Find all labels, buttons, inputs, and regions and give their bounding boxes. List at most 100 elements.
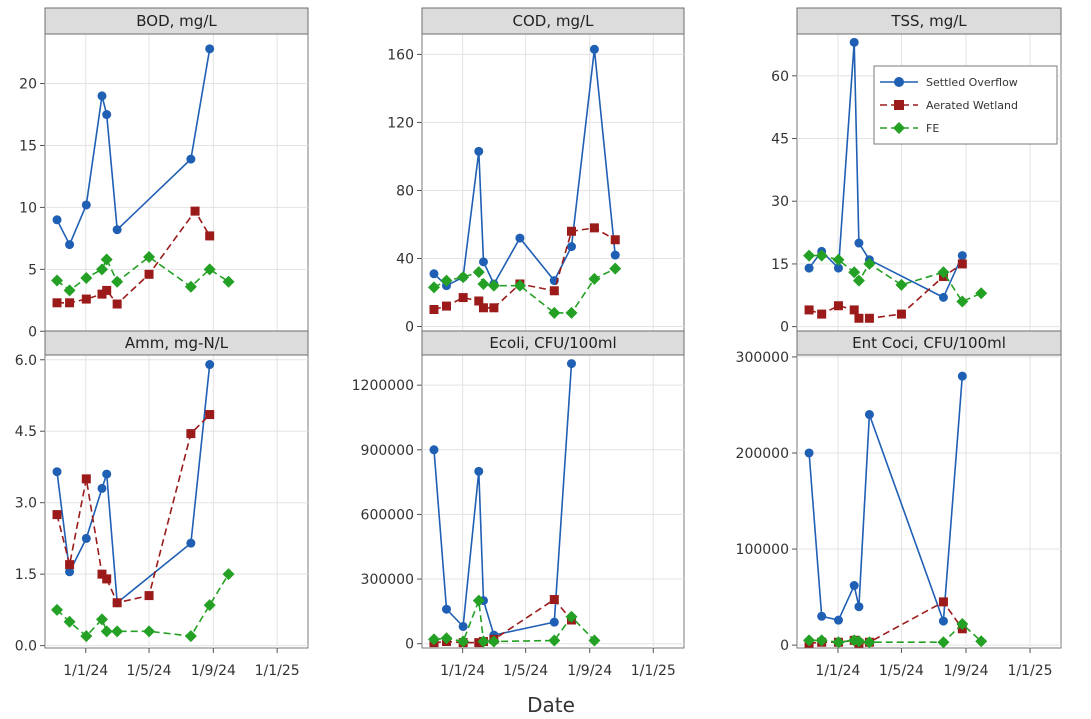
- data-point-fe: [440, 274, 453, 287]
- y-tick-label: 40: [396, 251, 414, 267]
- data-point-fe: [609, 262, 622, 275]
- x-tick-label: 1/9/24: [567, 663, 612, 679]
- data-point-fe: [472, 594, 485, 607]
- data-point-fe: [832, 636, 845, 649]
- data-point-settled-overflow: [112, 225, 122, 235]
- x-tick-label: 1/1/25: [1008, 663, 1053, 679]
- data-point-aerated-wetland: [429, 304, 439, 314]
- data-point-fe: [457, 271, 470, 284]
- data-point-fe: [513, 279, 526, 292]
- data-point-settled-overflow: [549, 617, 559, 627]
- panel-4: 1/1/24 1/5/24 1/9/24 1/1/25 0.0 1.5 3.0 4.5 6.0 A…: [15, 330, 309, 679]
- data-point-aerated-wetland: [144, 591, 154, 601]
- plot-area: [421, 354, 685, 649]
- y-tick-label: 20: [19, 77, 37, 93]
- data-point-aerated-wetland: [65, 298, 75, 308]
- data-point-fe: [95, 613, 108, 626]
- data-point-aerated-wetland: [489, 303, 499, 313]
- data-point-settled-overflow: [205, 360, 215, 370]
- y-tick-label: 200000: [736, 446, 789, 462]
- legend-marker-fe: [893, 122, 905, 134]
- data-point-fe: [222, 568, 235, 581]
- data-point-aerated-wetland: [610, 235, 620, 245]
- data-point-settled-overflow: [429, 269, 439, 279]
- data-point-aerated-wetland: [102, 285, 112, 295]
- data-point-aerated-wetland: [186, 429, 196, 439]
- data-point-settled-overflow: [186, 538, 196, 548]
- x-tick-label: 1/1/25: [255, 663, 300, 679]
- data-point-aerated-wetland: [957, 259, 967, 269]
- plot-area: [796, 354, 1062, 649]
- data-point-settled-overflow: [804, 448, 814, 458]
- data-point-aerated-wetland: [549, 286, 559, 296]
- data-point-fe: [100, 625, 113, 638]
- data-point-settled-overflow: [804, 263, 814, 273]
- y-tick-label: 300000: [361, 572, 414, 588]
- data-point-settled-overflow: [205, 44, 215, 54]
- data-point-settled-overflow: [81, 200, 91, 210]
- series-line-aerated-wetland: [57, 209, 211, 306]
- data-point-aerated-wetland: [102, 574, 112, 584]
- data-point-fe: [427, 281, 440, 294]
- data-point-fe: [184, 280, 197, 293]
- data-point-aerated-wetland: [441, 301, 451, 311]
- data-point-settled-overflow: [589, 44, 599, 54]
- y-tick-label: 1200000: [352, 378, 414, 394]
- data-point-fe: [937, 266, 950, 279]
- x-tick-label: 1/5/24: [503, 663, 548, 679]
- y-tick-label: 30: [771, 194, 789, 210]
- data-point-settled-overflow: [864, 410, 874, 420]
- data-point-aerated-wetland: [458, 293, 468, 303]
- data-point-fe: [588, 634, 601, 647]
- y-tick-label: 0.0: [15, 639, 37, 655]
- panel-title: BOD, mg/L: [136, 12, 217, 30]
- panel-title: TSS, mg/L: [890, 12, 967, 30]
- data-point-fe: [852, 274, 865, 287]
- data-point-settled-overflow: [566, 242, 576, 252]
- y-tick-label: 80: [396, 183, 414, 199]
- data-point-settled-overflow: [429, 445, 439, 455]
- data-point-fe: [472, 266, 485, 279]
- data-point-fe: [487, 279, 500, 292]
- data-point-fe: [937, 636, 950, 649]
- data-point-fe: [143, 250, 156, 263]
- x-axis-title: Date: [527, 693, 575, 717]
- data-point-fe: [548, 306, 561, 319]
- data-point-fe: [143, 625, 156, 638]
- legend-marker-aerated-wetland: [894, 100, 904, 110]
- data-point-settled-overflow: [81, 533, 91, 543]
- y-tick-label: 5: [28, 262, 37, 278]
- y-tick-label: 60: [771, 69, 789, 85]
- y-tick-label: 0: [780, 320, 789, 336]
- data-point-fe: [440, 632, 453, 645]
- data-point-aerated-wetland: [205, 410, 215, 420]
- legend: Settled Overflow Aerated Wetland FE: [873, 65, 1058, 145]
- y-tick-label: 1.5: [15, 567, 37, 583]
- panel-2: 1/1/241/5/241/9/241/1/2504080120160COD, …: [387, 7, 685, 366]
- panel-strip: [796, 330, 1062, 356]
- data-point-aerated-wetland: [896, 309, 906, 319]
- y-tick-label: 10: [19, 200, 37, 216]
- data-point-fe: [477, 635, 490, 648]
- plot-area: [44, 354, 309, 649]
- data-point-fe: [63, 615, 76, 628]
- y-tick-label: 900000: [361, 443, 414, 459]
- data-point-fe: [548, 634, 561, 647]
- data-point-aerated-wetland: [97, 289, 107, 299]
- y-tick-label: 0: [28, 324, 37, 340]
- panel-title: Ent Coci, CFU/100ml: [852, 334, 1006, 352]
- data-point-fe: [203, 263, 216, 276]
- data-point-settled-overflow: [441, 604, 451, 614]
- data-point-settled-overflow: [478, 257, 488, 267]
- data-point-fe: [184, 630, 197, 643]
- data-point-fe: [588, 272, 601, 285]
- y-tick-label: 160: [387, 47, 414, 63]
- x-tick-label: 1/1/24: [440, 663, 485, 679]
- x-tick-label: 1/9/24: [191, 663, 236, 679]
- series-line-fe: [809, 254, 982, 303]
- data-point-settled-overflow: [474, 466, 484, 476]
- panel-3: 1/1/241/5/241/9/241/1/25015304560TSS, mg…: [771, 7, 1062, 366]
- data-point-fe: [815, 249, 828, 262]
- x-tick-label: 1/1/24: [815, 663, 860, 679]
- data-point-settled-overflow: [65, 567, 75, 577]
